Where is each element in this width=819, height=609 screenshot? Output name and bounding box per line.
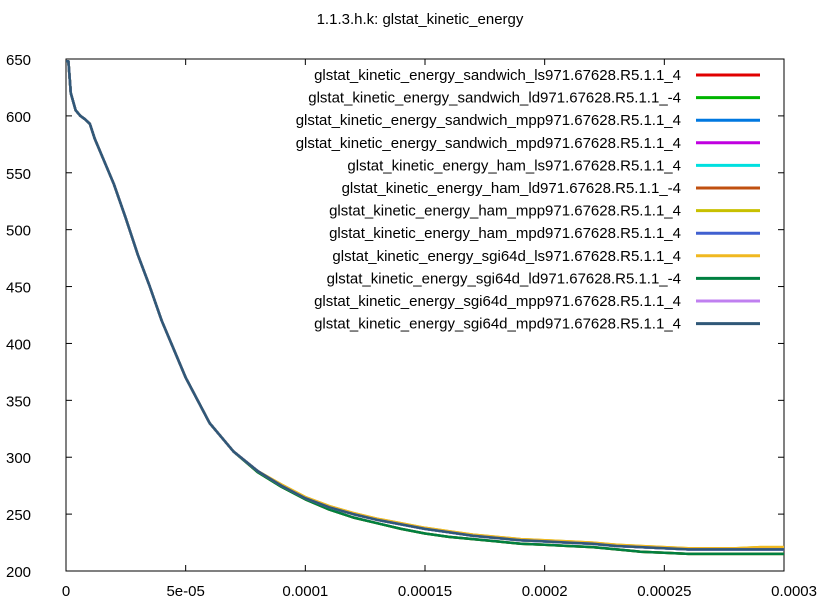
y-tick-label: 400 bbox=[6, 336, 31, 353]
legend-label: glstat_kinetic_energy_sandwich_ld971.676… bbox=[308, 90, 681, 107]
legend-label: glstat_kinetic_energy_sgi64d_mpd971.6762… bbox=[314, 316, 681, 333]
legend-label: glstat_kinetic_energy_sandwich_mpp971.67… bbox=[296, 112, 681, 129]
x-tick-label: 0.00015 bbox=[398, 583, 452, 600]
axis-ticks: 0 5e-05 0.0001 0.00015 0.0002 0.00025 0.0003 20… bbox=[6, 52, 817, 600]
series-lines bbox=[66, 60, 784, 556]
series-line-12 bbox=[66, 60, 784, 551]
y-tick-label: 450 bbox=[6, 280, 31, 297]
x-tick-label: 0.0002 bbox=[522, 583, 568, 600]
plot-area: 0 5e-05 0.0001 0.00015 0.0002 0.00025 0.0003 20… bbox=[6, 52, 817, 600]
chart-title: 1.1.3.h.k: glstat_kinetic_energy bbox=[317, 11, 524, 28]
legend-label: glstat_kinetic_energy_sgi64d_ld971.67628… bbox=[327, 270, 681, 287]
legend-label: glstat_kinetic_energy_sgi64d_ls971.67628… bbox=[332, 248, 681, 265]
legend-label: glstat_kinetic_energy_sandwich_mpd971.67… bbox=[296, 135, 681, 152]
y-tick-label: 250 bbox=[6, 507, 31, 524]
y-tick-label: 600 bbox=[6, 109, 31, 126]
x-tick-label: 0.00025 bbox=[637, 583, 691, 600]
y-tick-label: 500 bbox=[6, 223, 31, 240]
legend-label: glstat_kinetic_energy_ham_ls971.67628.R5… bbox=[347, 157, 681, 174]
y-tick-label: 300 bbox=[6, 450, 31, 467]
x-tick-label: 0 bbox=[62, 583, 70, 600]
x-tick-label: 0.0001 bbox=[282, 583, 328, 600]
y-tick-label: 200 bbox=[6, 564, 31, 581]
x-tick-label: 0.0003 bbox=[771, 583, 817, 600]
y-tick-label: 650 bbox=[6, 52, 31, 69]
x-tick-label: 5e-05 bbox=[166, 583, 204, 600]
legend-label: glstat_kinetic_energy_sgi64d_mpp971.6762… bbox=[314, 293, 681, 310]
legend-label: glstat_kinetic_energy_ham_mpp971.67628.R… bbox=[329, 203, 681, 220]
legend-label: glstat_kinetic_energy_ham_ld971.67628.R5… bbox=[342, 180, 681, 197]
y-tick-label: 550 bbox=[6, 166, 31, 183]
y-tick-label: 350 bbox=[6, 393, 31, 410]
legend-label: glstat_kinetic_energy_sandwich_ls971.676… bbox=[314, 67, 681, 84]
legend-label: glstat_kinetic_energy_ham_mpd971.67628.R… bbox=[329, 225, 681, 242]
legend: glstat_kinetic_energy_sandwich_ls971.676… bbox=[296, 67, 760, 333]
